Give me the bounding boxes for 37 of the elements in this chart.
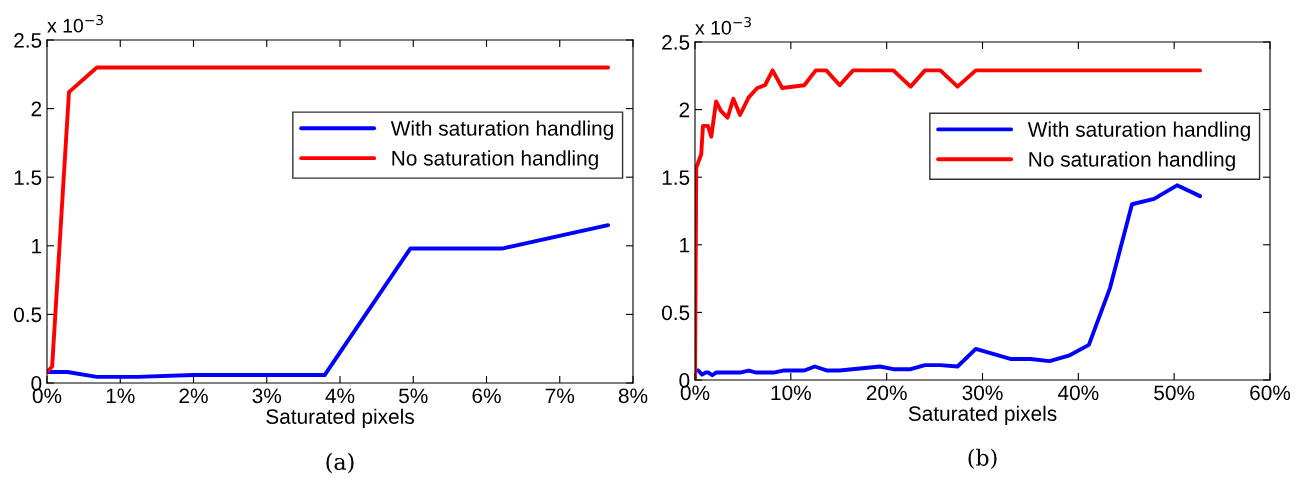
legend-label: With saturation handling: [390, 120, 613, 140]
y-tick-label: 2.5: [662, 35, 690, 50]
x-tick-label: 7%: [545, 388, 575, 404]
x-tick-label: 5%: [399, 388, 428, 404]
y-tick-label: 0.5: [13, 307, 42, 323]
x-tick-label: 50%: [1154, 385, 1195, 401]
x-tick-label: 3%: [252, 388, 282, 404]
x-tick-label: 8%: [618, 388, 648, 404]
x-tick-label: 20%: [866, 385, 907, 401]
x-tick-label: 30%: [962, 385, 1003, 401]
text: x 10$^{−3}$: [47, 14, 103, 33]
y-tick-label: 2: [679, 102, 690, 118]
line-series: [47, 223, 611, 379]
y-tick-label: 1.5: [14, 170, 42, 185]
x-tick-label: 10%: [771, 385, 811, 401]
x-tick-label: 60%: [1250, 385, 1291, 401]
x-tick-label: 4%: [325, 388, 355, 404]
x-tick-label: 40%: [1057, 385, 1099, 401]
y-tick-label: 2.5: [14, 33, 42, 48]
line-series: [695, 183, 1202, 378]
x-tick-label: 2%: [179, 388, 208, 404]
legend-label: With saturation handling: [1027, 121, 1250, 142]
legend-label: No saturation handling: [392, 150, 598, 170]
text: (a): [326, 452, 354, 474]
line-series: [47, 65, 611, 374]
x-tick-label: 1%: [106, 388, 135, 404]
text: x 10$^{−3}$: [695, 16, 751, 35]
x-axis-title: Saturated pixels: [266, 408, 414, 429]
y-tick-label: 0.5: [661, 305, 690, 321]
legend-label: No saturation handling: [1029, 151, 1235, 171]
y-tick-label: 1: [32, 239, 42, 254]
y-tick-label: 1.5: [662, 170, 690, 185]
text: (b): [968, 448, 997, 470]
x-axis-title: Saturated pixels: [908, 405, 1057, 426]
x-tick-label: 6%: [472, 388, 501, 404]
y-tick-label: 1: [680, 238, 690, 253]
y-tick-label: 2: [31, 101, 42, 117]
